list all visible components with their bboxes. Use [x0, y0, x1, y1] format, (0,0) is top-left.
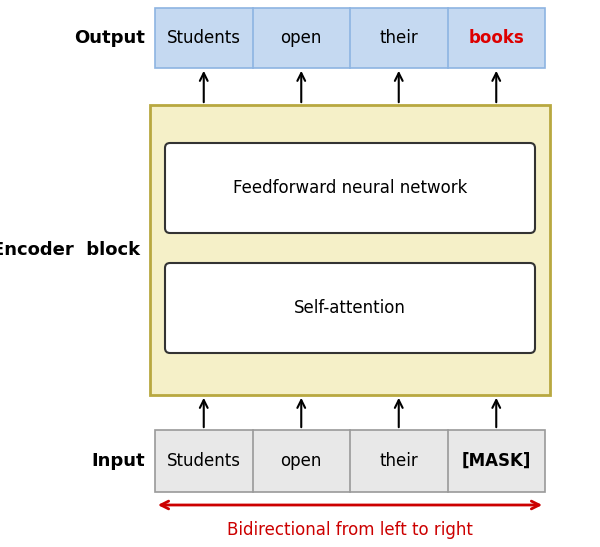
Text: [MASK]: [MASK]	[461, 452, 531, 470]
Text: Students: Students	[167, 452, 241, 470]
Bar	[155, 430, 545, 492]
FancyBboxPatch shape	[165, 263, 535, 353]
Text: their: their	[379, 452, 418, 470]
Text: Students: Students	[167, 29, 241, 47]
Text: Self-attention: Self-attention	[294, 299, 406, 317]
Bar	[150, 105, 550, 395]
Text: Bidirectional from left to right: Bidirectional from left to right	[227, 521, 473, 539]
Text: their: their	[379, 29, 418, 47]
Bar	[155, 8, 545, 68]
Text: books: books	[469, 29, 524, 47]
FancyBboxPatch shape	[165, 143, 535, 233]
Text: Feedforward neural network: Feedforward neural network	[233, 179, 467, 197]
Text: open: open	[281, 452, 322, 470]
Text: Encoder  block: Encoder block	[0, 241, 140, 259]
Text: Output: Output	[74, 29, 145, 47]
Text: Input: Input	[91, 452, 145, 470]
Text: open: open	[281, 29, 322, 47]
